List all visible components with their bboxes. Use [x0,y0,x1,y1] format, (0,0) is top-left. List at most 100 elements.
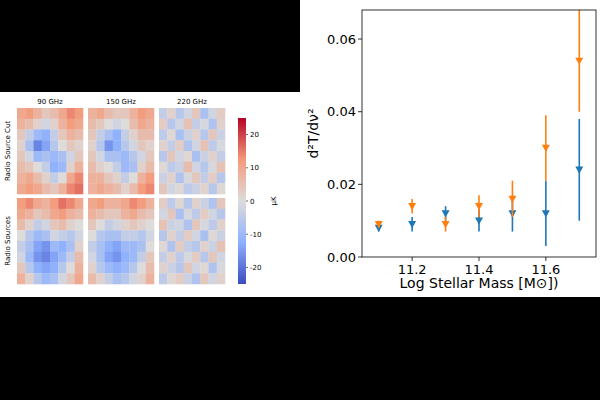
heatmap-cell [58,241,67,252]
heatmap-cell [50,162,59,173]
heatmap-cell [167,108,176,119]
heatmap-cell [75,263,84,274]
heatmap-cell [17,162,26,173]
heatmap-cell [121,198,130,209]
heatmap-cell [75,273,84,284]
heatmap-cell [129,151,138,162]
heatmap-cell [105,119,114,130]
heatmap-cell [217,209,226,220]
heatmap-cell [192,151,201,162]
heatmap-cell [42,252,51,263]
heatmap-cell [58,183,67,194]
heatmap-cell [67,151,76,162]
heatmap-cell [25,119,34,130]
heatmap-cell [176,183,185,194]
heatmap-cell [121,108,130,119]
heatmap-cell [42,273,51,284]
heatmap-cell [75,119,84,130]
heatmap-cell [129,273,138,284]
heatmap-cell [113,119,122,130]
colorbar-tick [246,234,248,235]
heatmap-cell [50,209,59,220]
heatmap-cell [67,209,76,220]
heatmap-cell [96,198,105,209]
heatmap-cell [42,151,51,162]
heatmap-cell [184,220,193,231]
heatmap-cell [121,173,130,184]
heatmap-cell [184,230,193,241]
heatmap-cell [184,183,193,194]
heatmap-cell [42,130,51,141]
heatmap-cell [58,108,67,119]
heatmap-cell [167,130,176,141]
colorbar-tick [246,201,248,202]
heatmap-cell [184,241,193,252]
heatmap-cell [129,130,138,141]
heatmap-cell [58,140,67,151]
heatmap-cell [217,119,226,130]
heatmap-cell [159,130,168,141]
marker [375,221,383,228]
heatmap-cell [167,252,176,263]
heatmap-cell [58,220,67,231]
heatmap-cell [159,198,168,209]
heatmap-cell [146,220,155,231]
heatmap-cell [159,263,168,274]
heatmap-cell [217,140,226,151]
heatmap-cell [75,140,84,151]
marker [575,167,583,174]
heatmap-cell [138,230,147,241]
heatmap-cell [75,173,84,184]
heatmap-cell [217,241,226,252]
heatmap-cell [25,151,34,162]
heatmap-cell [25,130,34,141]
heatmap-cell [200,252,209,263]
heatmap-cell [209,230,218,241]
heatmap-cell [217,273,226,284]
y-axis-title: d²T/dν² [305,108,321,158]
x-tick [545,257,546,261]
heatmap-cell [42,140,51,151]
heatmap-cell [96,162,105,173]
heatmap-cell [17,263,26,274]
heatmap-cell [159,241,168,252]
y-tick-label: 0.06 [327,32,356,47]
column-title: 150 GHz [106,98,136,106]
heatmap-cell [217,108,226,119]
heatmap-cell [192,108,201,119]
marker [542,210,550,217]
heatmap-cell [200,162,209,173]
heatmap-cell [138,273,147,284]
heatmap-cell [42,220,51,231]
heatmap-cell [146,151,155,162]
heatmap-cell [50,173,59,184]
heatmap-cell [34,130,43,141]
heatmap-cell [146,230,155,241]
heatmap-cell [25,209,34,220]
heatmap-cell [34,230,43,241]
heatmap-cell [88,183,97,194]
heatmap-cell [167,220,176,231]
marker [575,58,583,65]
heatmap-cell [167,209,176,220]
heatmap-cell [138,220,147,231]
marker [508,196,516,203]
heatmap-cell [50,241,59,252]
heatmap-cell [67,241,76,252]
heatmap-cell [209,273,218,284]
heatmap-cell [96,220,105,231]
heatmap-cell [50,119,59,130]
heatmap-cell [58,162,67,173]
figure: 90 GHz150 GHz220 GHzRadio Source CutRadi… [0,0,600,400]
heatmap-cell [67,119,76,130]
heatmap-cell [192,130,201,141]
heatmap-cell [34,252,43,263]
heatmap-cell [50,220,59,231]
heatmap-cell [25,230,34,241]
colorbar-tick-label: 20 [250,131,259,139]
heatmap-cell [176,108,185,119]
heatmap-cell [67,230,76,241]
heatmap-cell [129,173,138,184]
heatmap-cell [167,273,176,284]
heatmap-cell [121,273,130,284]
